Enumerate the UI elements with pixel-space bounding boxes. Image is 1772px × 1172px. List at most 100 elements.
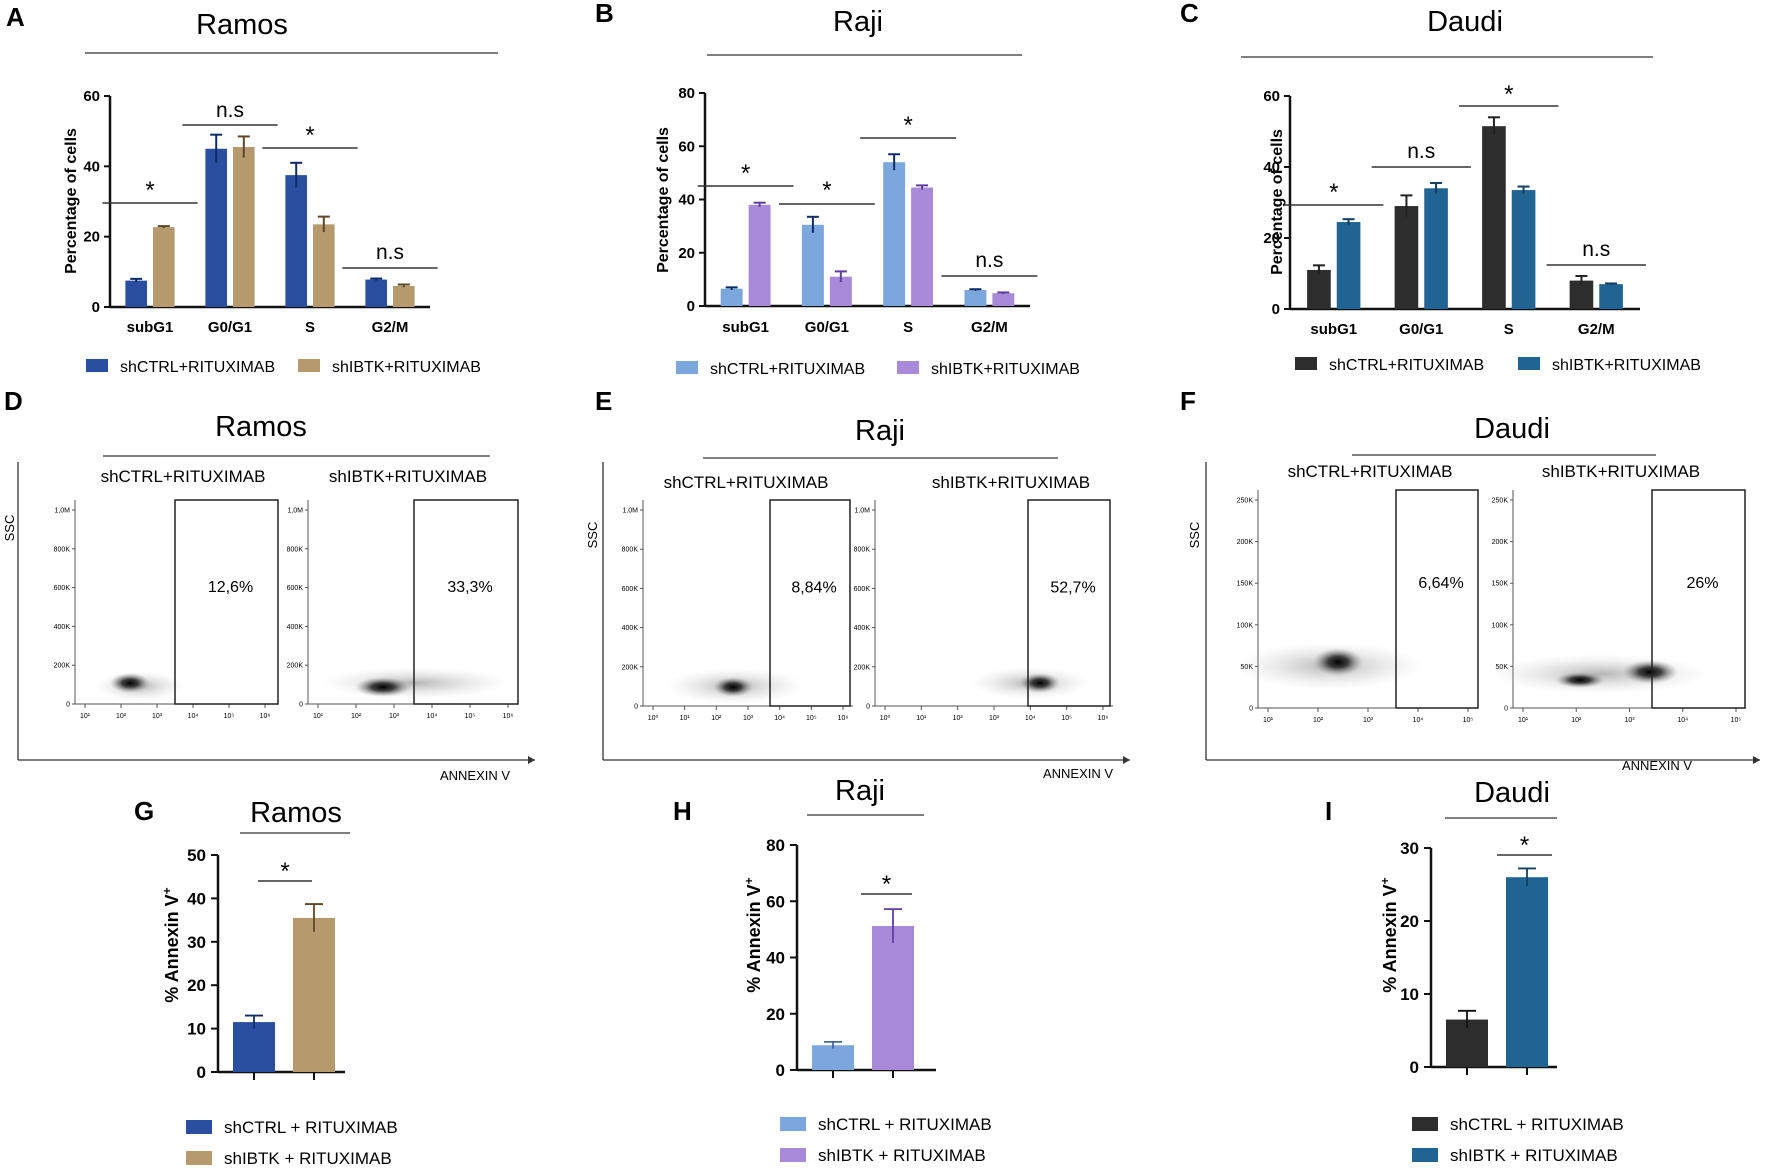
plot-y-tick-label: 800K: [622, 547, 639, 554]
panel-label-h: H: [673, 796, 692, 826]
plot-x-tick-label: 10¹: [1263, 717, 1274, 724]
plot-y-tick-label: 150K: [1237, 581, 1254, 588]
plot-x-tick-label: 10⁵: [1061, 715, 1072, 722]
legend-label-shibtk: shIBTK+RITUXIMAB: [1552, 357, 1701, 374]
legend-label-shibtk: shIBTK + RITUXIMAB: [1450, 1146, 1618, 1165]
bar-shibtk: [1506, 877, 1548, 1067]
annexin-axis-label: ANNEXIN V: [440, 768, 510, 783]
plot-x-tick-label: 10¹: [313, 713, 324, 720]
ssc-axis-label: SSC: [2, 515, 17, 542]
legend-label-shibtk: shIBTK + RITUXIMAB: [818, 1146, 986, 1165]
density-cloud: [110, 673, 150, 693]
significance-label: *: [305, 122, 314, 149]
y-axis-label-superscript: +: [742, 877, 756, 884]
axis-arrowhead: [528, 756, 535, 764]
plot-x-tick-label: 10⁵: [465, 713, 476, 720]
panel-label-f: F: [1180, 386, 1196, 416]
category-label: G2/M: [971, 319, 1008, 336]
density-plot-shctrl: shCTRL+RITUXIMAB 0 200K 400K 600K 800K 1,0M 10¹…: [54, 467, 279, 720]
plot-x-tick-label: 10³: [743, 715, 754, 722]
axis-arrowhead: [1753, 756, 1760, 764]
category-label: S: [903, 319, 913, 336]
plot-x-tick-label: 10²: [1571, 717, 1582, 724]
plot-x-tick-label: 10¹: [680, 715, 691, 722]
bar-g0-g1-shibtk: [829, 276, 852, 306]
significance-label: *: [1329, 179, 1338, 206]
y-tick-label: 30: [187, 933, 206, 952]
gate-percentage: 26%: [1686, 575, 1718, 592]
y-axis-label: Percentage of cells: [63, 128, 80, 274]
panel-label-e: E: [595, 386, 612, 416]
plot-y-tick-label: 400K: [54, 624, 71, 631]
legend-label-shctrl: shCTRL+RITUXIMAB: [1329, 357, 1484, 374]
plot-x-tick-label: 10⁴: [427, 713, 438, 720]
significance-label: *: [1520, 832, 1529, 859]
plot-x-tick-label: 10²: [711, 715, 722, 722]
bar-g2-m-shibtk: [992, 293, 1015, 306]
plot-y-tick-label: 200K: [287, 663, 304, 670]
plot-x-tick-label: 10⁴: [1025, 715, 1036, 722]
category-label: G0/G1: [208, 319, 252, 336]
gate-percentage: 6,64%: [1418, 575, 1463, 592]
plot-y-tick-label: 600K: [622, 586, 639, 593]
legend-swatch-shctrl: [676, 361, 698, 374]
y-tick-label: 20: [766, 1005, 785, 1024]
plot-x-tick-label: 10²: [116, 713, 127, 720]
category-label: G2/M: [1578, 321, 1615, 338]
bar-shctrl: [812, 1045, 854, 1070]
y-tick-label: 40: [1263, 159, 1280, 176]
annexin-gate: [174, 499, 279, 705]
plot-y-tick-label: 800K: [854, 547, 871, 554]
plot-y-tick-label: 200K: [1237, 539, 1254, 546]
y-tick-label: 40: [83, 158, 100, 175]
plot-y-tick-label: 250K: [1237, 498, 1254, 505]
cycle-chart-a: Ramos 0 20 40 60 Percentage of cells subG1 * G0/…: [63, 9, 498, 376]
significance-label: n.s: [216, 99, 244, 122]
bar-shibtk: [872, 926, 914, 1070]
condition-label: shIBTK+RITUXIMAB: [932, 473, 1090, 492]
panel-label-c: C: [1180, 0, 1199, 28]
legend-label-shctrl: shCTRL+RITUXIMAB: [120, 359, 275, 376]
y-tick-label: 80: [678, 85, 695, 102]
ssc-axis-label: SSC: [585, 522, 600, 549]
bar-s-shibtk: [1511, 190, 1536, 309]
legend-swatch-shibtk: [298, 359, 320, 372]
significance-label: n.s: [975, 249, 1003, 272]
panel-label-b: B: [595, 0, 614, 28]
plot-x-tick-label: 10⁰: [880, 714, 891, 722]
significance-label: *: [822, 177, 831, 204]
bar-s-shctrl: [285, 175, 307, 307]
legend-swatch-shctrl: [86, 359, 108, 372]
bar-subg1-shibtk: [748, 204, 771, 306]
plot-x-tick-label: 10⁵: [224, 713, 235, 720]
significance-label: *: [145, 177, 154, 204]
axis-arrowhead: [1123, 756, 1130, 764]
legend-label-shctrl: shCTRL+RITUXIMAB: [710, 361, 865, 378]
category-label: subG1: [722, 319, 769, 336]
plot-x-tick-label: 10¹: [916, 715, 927, 722]
bar-g0-g1-shibtk: [233, 146, 255, 307]
density-cloud: [1020, 673, 1060, 693]
bar-subg1-shctrl: [1307, 269, 1331, 309]
annexin-gate: [413, 499, 519, 705]
bar-subg1-shibtk: [153, 227, 175, 307]
plot-y-tick-label: 200K: [854, 664, 871, 671]
plot-x-tick-label: 10⁶: [1098, 715, 1109, 722]
y-tick-label: 40: [678, 192, 695, 209]
plot-x-tick-label: 10⁰: [648, 714, 659, 722]
legend-swatch-shibtk: [897, 361, 919, 374]
flow-panel-d: Ramos SSC ANNEXIN V shCTRL+RITUXIMAB 0 200K 40…: [2, 411, 535, 783]
condition-label: shCTRL+RITUXIMAB: [101, 467, 266, 486]
category-label: subG1: [127, 319, 174, 336]
y-tick-label: 20: [1400, 912, 1419, 931]
density-plot-shibtk: shIBTK+RITUXIMAB 0 200K 400K 600K 800K 1.0M 10⁰…: [854, 473, 1113, 722]
plot-y-tick-label: 200K: [1492, 539, 1509, 546]
plot-y-tick-label: 400K: [854, 625, 871, 632]
density-cloud: [1555, 672, 1605, 688]
annexin-gate: [1395, 489, 1479, 709]
flow-panel-e: Raji SSC ANNEXIN V shCTRL+RITUXIMAB 0 200K 400…: [585, 415, 1130, 781]
gate-percentage: 8,84%: [791, 580, 836, 597]
density-plot-shctrl: shCTRL+RITUXIMAB 0 200K 400K 600K 800K 1.0M 10⁰…: [622, 473, 853, 722]
legend-label-shctrl: shCTRL + RITUXIMAB: [1450, 1115, 1624, 1134]
